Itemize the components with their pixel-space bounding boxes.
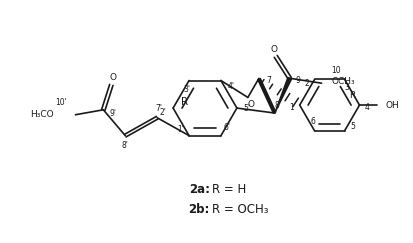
Text: 6': 6' (223, 123, 230, 132)
Text: 3: 3 (344, 83, 349, 92)
Text: 10': 10' (56, 98, 67, 107)
Text: 7: 7 (266, 76, 271, 85)
Text: 2: 2 (304, 79, 309, 88)
Text: 7': 7' (156, 104, 163, 113)
Text: OCH₃: OCH₃ (332, 77, 355, 86)
Text: 8: 8 (274, 101, 279, 110)
Text: R = H: R = H (212, 183, 246, 196)
Text: 2b:: 2b: (189, 203, 210, 216)
Text: O: O (110, 73, 117, 82)
Text: 5: 5 (350, 122, 355, 131)
Text: R: R (180, 97, 188, 107)
Text: O: O (270, 45, 277, 54)
Text: 2': 2' (160, 108, 166, 117)
Text: 9': 9' (110, 109, 117, 118)
Text: 2a:: 2a: (189, 183, 210, 196)
Text: 1': 1' (178, 125, 185, 134)
Text: 6: 6 (310, 117, 315, 126)
Text: 3': 3' (183, 85, 190, 94)
Text: R: R (349, 91, 356, 100)
Text: R = OCH₃: R = OCH₃ (212, 203, 268, 216)
Text: 8': 8' (122, 141, 129, 150)
Text: 9: 9 (295, 76, 300, 85)
Polygon shape (275, 78, 292, 113)
Text: 5': 5' (243, 104, 250, 113)
Text: 1: 1 (290, 103, 294, 112)
Text: 4': 4' (228, 82, 235, 91)
Text: H₃CO: H₃CO (30, 110, 54, 119)
Text: OH: OH (385, 101, 399, 110)
Text: 4: 4 (365, 103, 370, 112)
Text: O: O (247, 100, 254, 109)
Text: 10: 10 (331, 66, 340, 75)
